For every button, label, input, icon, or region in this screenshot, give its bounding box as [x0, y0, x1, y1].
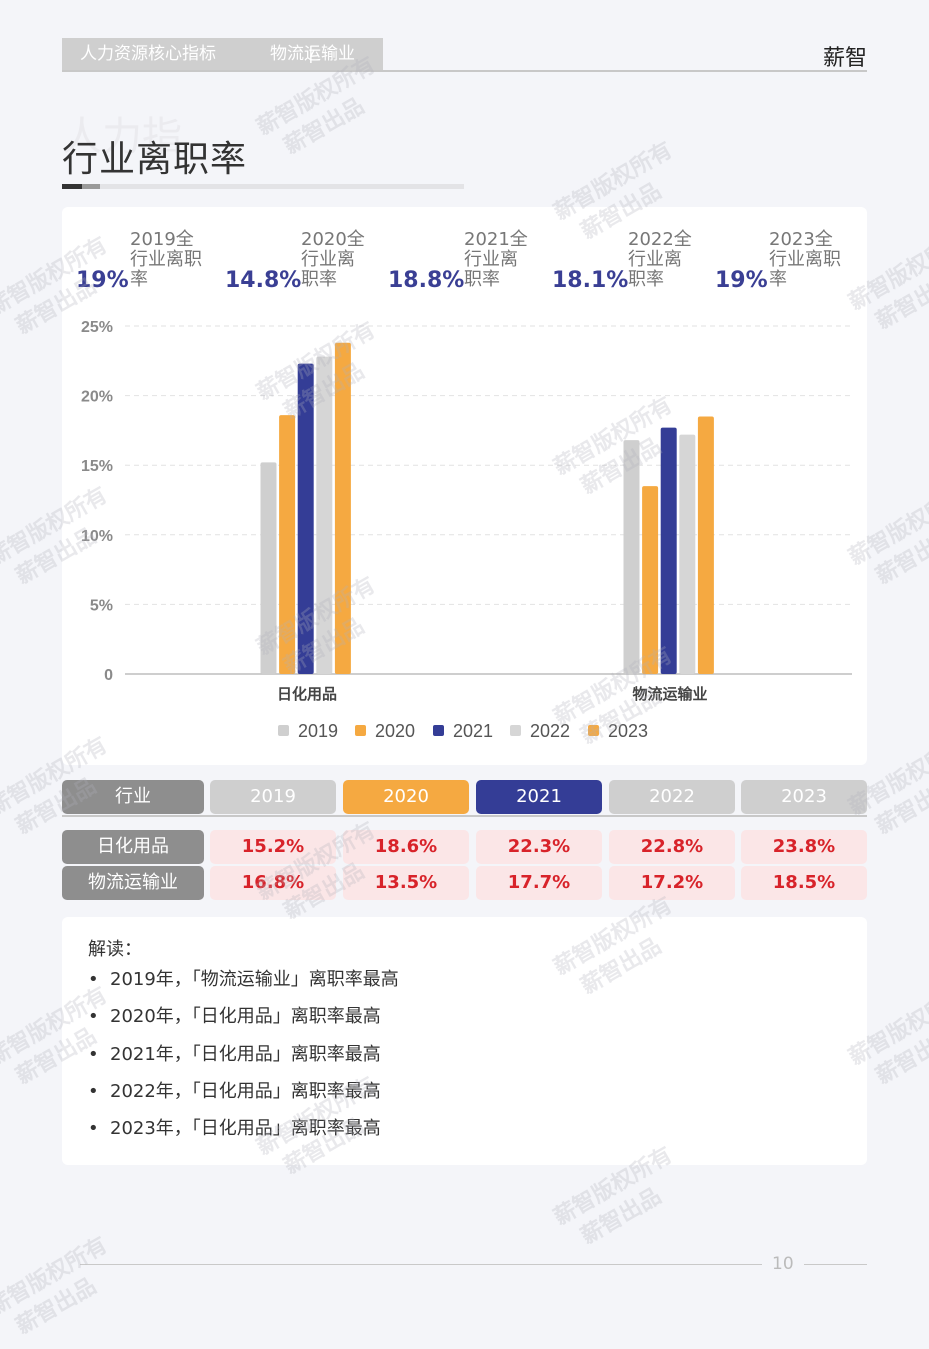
table-cell: 13.5%	[343, 866, 469, 900]
legend-label: 2020	[375, 721, 415, 741]
legend-swatch	[433, 725, 444, 736]
bar-2021-0	[297, 363, 314, 674]
legend-label: 2021	[453, 721, 493, 741]
footer-rule-left	[80, 1264, 762, 1265]
chart-card	[62, 207, 867, 765]
page-title: 行业离职率	[62, 139, 248, 180]
legend-swatch	[278, 725, 289, 736]
y-tick-label: 0	[104, 667, 113, 684]
kpi-label: 2021全行业离职率	[464, 229, 528, 290]
bar-2020-0	[279, 415, 296, 674]
table-cell: 22.3%	[476, 830, 602, 864]
legend-swatch	[510, 725, 521, 736]
bar-2019-0	[260, 462, 277, 674]
y-tick-label: 5%	[90, 597, 113, 614]
header-industry: 物流运输业	[270, 44, 355, 64]
note-item: 2023年，「日化用品」离职率最高	[88, 1116, 399, 1153]
kpi-value: 18.8%	[388, 268, 465, 293]
kpi-label: 2023全行业离职率	[769, 229, 841, 290]
bar-2019-1	[623, 440, 640, 674]
x-tick-label: 日化用品	[277, 685, 337, 703]
x-tick-label: 物流运输业	[632, 685, 707, 703]
table-cell: 15.2%	[210, 830, 336, 864]
y-tick-label: 10%	[81, 528, 113, 545]
note-item: 2019年，「物流运输业」离职率最高	[88, 967, 399, 1004]
legend-label: 2022	[530, 721, 570, 741]
title-ghost: 人力指	[62, 114, 182, 160]
bar-2023-0	[334, 342, 351, 674]
page-number: 10	[772, 1254, 794, 1274]
note-item: 2022年，「日化用品」离职率最高	[88, 1079, 399, 1116]
bar-chart: 0 5% 10% 15% 20% 25% 日化用品 物流运输业 2019 2020 2021 2022…	[81, 319, 852, 741]
table-header-year: 2023	[741, 780, 867, 814]
kpi-value: 19%	[715, 268, 768, 293]
bar-2022-0	[316, 356, 333, 674]
notes-list: 2019年，「物流运输业」离职率最高 2020年，「日化用品」离职率最高 202…	[88, 967, 399, 1153]
table-row-label: 日化用品	[62, 830, 204, 864]
kpi-value: 14.8%	[225, 268, 302, 293]
y-tick-label: 20%	[81, 389, 113, 406]
header-rule	[62, 70, 867, 72]
table-cell: 18.6%	[343, 830, 469, 864]
table-header-year: 2019	[210, 780, 336, 814]
table-row-label: 物流运输业	[62, 866, 204, 900]
note-item: 2021年，「日化用品」离职率最高	[88, 1042, 399, 1079]
kpi-label: 2022全行业离职率	[628, 229, 692, 290]
legend-label: 2019	[298, 721, 338, 741]
legend-swatch	[355, 725, 366, 736]
legend-swatch	[588, 725, 599, 736]
table-rule	[62, 815, 867, 817]
brand-name: 薪智	[822, 46, 867, 71]
bar-2020-1	[642, 486, 659, 674]
bar-2021-1	[660, 427, 677, 674]
table-cell: 18.5%	[741, 866, 867, 900]
table-header-year: 2022	[609, 780, 735, 814]
notes-title: 解读：	[88, 939, 142, 960]
kpi-label: 2019全行业离职率	[130, 229, 202, 290]
table-header-year: 2021	[476, 780, 602, 814]
kpi-value: 18.1%	[552, 268, 629, 293]
bar-2022-1	[679, 434, 696, 674]
legend-label: 2023	[608, 721, 648, 741]
table-cell: 23.8%	[741, 830, 867, 864]
watermark: 薪智版权所有 薪智出品	[0, 1232, 112, 1340]
header-divider: |	[308, 44, 314, 64]
header-section: 人力资源核心指标	[80, 44, 216, 64]
bar-2023-1	[697, 416, 714, 674]
table-header-year: 2020	[343, 780, 469, 814]
kpi-value: 19%	[76, 268, 129, 293]
table-cell: 16.8%	[210, 866, 336, 900]
table-cell: 17.2%	[609, 866, 735, 900]
y-tick-label: 25%	[81, 319, 113, 336]
header-bar: 人力资源核心指标 | 物流运输业	[62, 38, 383, 71]
kpi-label: 2020全行业离职率	[301, 229, 365, 290]
table-cell: 17.7%	[476, 866, 602, 900]
notes-card: 解读： 2019年，「物流运输业」离职率最高 2020年，「日化用品」离职率最高…	[62, 917, 867, 1165]
title-underline	[62, 184, 464, 189]
note-item: 2020年，「日化用品」离职率最高	[88, 1004, 399, 1041]
table-cell: 22.8%	[609, 830, 735, 864]
table-header-industry: 行业	[62, 780, 204, 814]
y-tick-label: 15%	[81, 458, 113, 475]
footer-rule-right	[804, 1264, 867, 1265]
